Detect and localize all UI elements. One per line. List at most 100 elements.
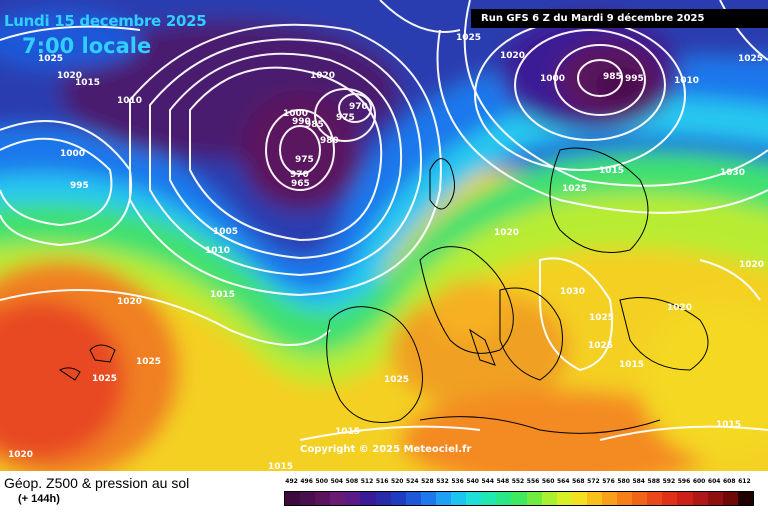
isobar-label: 1025 [38, 54, 64, 64]
isobar-label: 1000 [60, 149, 86, 159]
color-scale [284, 491, 754, 506]
isobar-label: 1025 [588, 341, 614, 351]
scale-label: 544 [481, 478, 495, 485]
isobar-label: 980 [320, 136, 339, 146]
isobar-label: 1015 [619, 360, 645, 370]
scale-cell [285, 492, 301, 505]
isobar-label: 965 [291, 179, 310, 189]
isobar-label: 970 [290, 170, 309, 180]
forecast-date: Lundi 15 decembre 2025 [4, 12, 207, 30]
scale-cell [526, 492, 542, 505]
isobar-label: 970 [349, 102, 368, 112]
isobar-label: 1020 [57, 71, 83, 81]
scale-label: 500 [315, 478, 328, 485]
scale-label: 552 [511, 478, 525, 485]
isobar-label: 985 [603, 72, 622, 82]
scale-label: 564 [556, 478, 570, 485]
isobar-label: 1025 [384, 375, 410, 385]
isobar-label: 1020 [8, 450, 34, 460]
scale-label: 600 [692, 478, 706, 485]
scale-cell [375, 492, 391, 505]
scale-cell [556, 492, 572, 505]
scale-label: 520 [390, 478, 404, 485]
copyright: Copyright © 2025 Meteociel.fr [300, 444, 472, 455]
scale-cell [300, 492, 316, 505]
isobar-label: 1025 [589, 313, 615, 323]
scale-label: 572 [587, 478, 600, 485]
isobar-label: 1005 [213, 227, 239, 237]
scale-label: 540 [466, 478, 479, 485]
scale-cell [737, 492, 753, 505]
scale-cell [677, 492, 693, 505]
scale-cell [571, 492, 587, 505]
scale-labels: 492 496 500 504 508 512 516 520 524 528 532 536 540 5… [284, 478, 752, 485]
weather-map [0, 0, 768, 471]
isobar-label: 995 [625, 74, 644, 84]
scale-label: 612 [738, 478, 751, 485]
scale-cell [617, 492, 633, 505]
scale-label: 492 [285, 478, 298, 485]
isobar-label: 1020 [117, 297, 143, 307]
scale-cell [315, 492, 331, 505]
isobar-label: 985 [305, 120, 324, 130]
scale-label: 568 [572, 478, 585, 485]
scale-cell [541, 492, 557, 505]
isobar-label: 1015 [335, 427, 361, 437]
scale-cell [345, 492, 361, 505]
scale-label: 596 [677, 478, 691, 485]
isobar-label: 1010 [674, 76, 700, 86]
scale-label: 592 [662, 478, 676, 485]
legend-bar: Géop. Z500 & pression au sol (+ 144h) 49… [0, 471, 768, 512]
isobar-label: 1025 [136, 357, 162, 367]
scale-label: 604 [707, 478, 721, 485]
isobar-label: 975 [295, 155, 314, 165]
scale-cell [647, 492, 663, 505]
scale-cell [707, 492, 723, 505]
scale-label: 528 [421, 478, 434, 485]
scale-cell [496, 492, 512, 505]
isobar-label: 1025 [456, 33, 482, 43]
legend-subtitle: (+ 144h) [18, 493, 60, 505]
scale-cell [435, 492, 452, 505]
legend-title: Géop. Z500 & pression au sol [4, 475, 190, 491]
isobar-label: 1015 [599, 166, 625, 176]
scale-cell [451, 492, 467, 505]
isobar-label: 1010 [205, 246, 231, 256]
scale-label: 508 [345, 478, 359, 485]
scale-label: 560 [541, 478, 555, 485]
isobar-label: 1015 [268, 462, 294, 472]
scale-label: 504 [330, 478, 344, 485]
isobar-label: 1020 [494, 228, 520, 238]
scale-label: 516 [375, 478, 389, 485]
scale-cell [662, 492, 678, 505]
isobar-label: 1030 [560, 287, 586, 297]
isobar-label: 1020 [310, 71, 336, 81]
isobar-label: 990 [292, 117, 311, 127]
scale-label: 588 [647, 478, 661, 485]
scale-cell [390, 492, 406, 505]
scale-label: 536 [451, 478, 464, 485]
isobar-label: 1025 [738, 54, 764, 64]
run-info: Run GFS 6 Z du Mardi 9 décembre 2025 [471, 9, 768, 28]
scale-cell [586, 492, 602, 505]
scale-label: 576 [602, 478, 615, 485]
scale-label: 584 [632, 478, 645, 485]
scale-cell [360, 492, 376, 505]
isobar-label: 1020 [739, 260, 765, 270]
isobar-label: 1000 [283, 109, 309, 119]
scale-cell [466, 492, 482, 505]
scale-label: 512 [360, 478, 374, 485]
scale-label: 496 [300, 478, 313, 485]
isobar-label: 1010 [117, 96, 143, 106]
scale-cell [481, 492, 497, 505]
scale-cell [692, 492, 708, 505]
isobar-label: 1015 [75, 78, 101, 88]
isobar-label: 1000 [540, 74, 566, 84]
isobar-label: 1020 [667, 303, 693, 313]
isobar-label: 1020 [500, 51, 526, 61]
scale-cell [330, 492, 346, 505]
isobar-label: 1015 [210, 290, 236, 300]
scale-label: 580 [617, 478, 630, 485]
scale-label: 532 [436, 478, 449, 485]
scale-cell [405, 492, 421, 505]
